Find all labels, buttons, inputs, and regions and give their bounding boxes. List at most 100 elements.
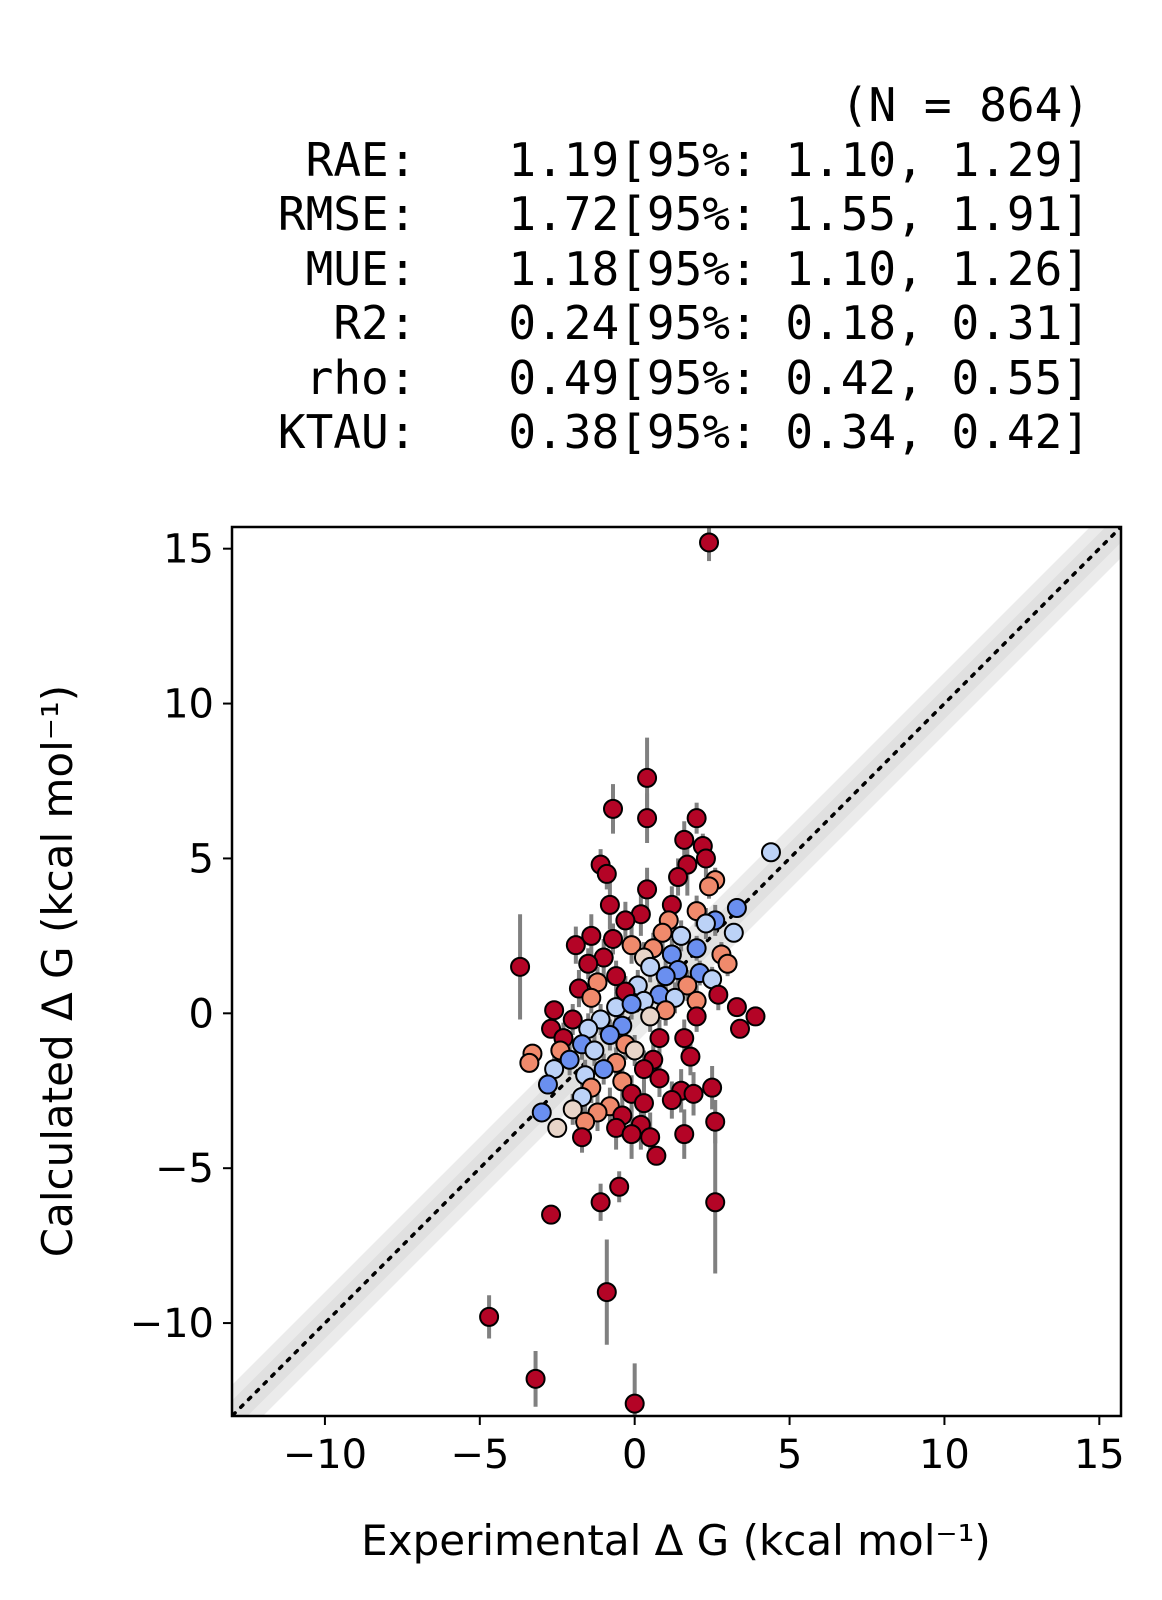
data-point bbox=[723, 922, 744, 943]
axes: −10 −5 0 5 10 15 −10 −5 0 5 10 15 bbox=[130, 527, 1125, 1478]
data-point bbox=[510, 956, 531, 977]
data-point bbox=[633, 1093, 654, 1114]
stat-row-mue: MUE: 1.18 [95%: 1.10, 1.26] bbox=[150, 242, 1090, 297]
stat-ci: [95%: 0.42, 0.55] bbox=[619, 350, 1090, 405]
stat-n-count: (N = 864) bbox=[150, 78, 1090, 133]
data-point bbox=[668, 867, 689, 888]
data-point bbox=[624, 1040, 645, 1061]
x-tick-label: −10 bbox=[283, 1432, 367, 1478]
data-point bbox=[479, 1306, 500, 1327]
data-point bbox=[702, 1077, 723, 1098]
stat-ci: [95%: 1.10, 1.26] bbox=[619, 241, 1090, 296]
data-point bbox=[686, 1006, 707, 1027]
stat-ci: [95%: 1.55, 1.91] bbox=[619, 187, 1090, 241]
data-point bbox=[649, 1028, 670, 1049]
data-point bbox=[603, 928, 623, 949]
stat-label: R2: bbox=[333, 296, 417, 350]
data-point bbox=[531, 1102, 552, 1123]
n-label: (N = 864) bbox=[840, 78, 1090, 132]
data-point bbox=[699, 532, 720, 553]
statistics-panel: (N = 864) RAE: 1.19 [95%: 1.10, 1.29] RMS… bbox=[150, 78, 1090, 460]
data-point bbox=[596, 863, 617, 884]
stat-value: 0.38 bbox=[508, 405, 620, 459]
data-point bbox=[593, 1059, 614, 1080]
data-point bbox=[637, 879, 658, 900]
y-tick-label: 0 bbox=[189, 991, 214, 1037]
data-point bbox=[584, 1040, 605, 1061]
data-point bbox=[686, 938, 707, 959]
data-point bbox=[603, 798, 623, 819]
stat-ci: [95%: 0.34, 0.42] bbox=[619, 405, 1090, 459]
stat-row-rho: rho: 0.49 [95%: 0.42, 0.55] bbox=[150, 351, 1090, 406]
data-point bbox=[646, 1145, 667, 1166]
data-point bbox=[640, 956, 661, 977]
y-tick-label: −10 bbox=[130, 1301, 214, 1347]
stat-value: 1.19 bbox=[508, 132, 620, 187]
data-point bbox=[730, 1018, 750, 1039]
data-point bbox=[695, 913, 716, 934]
plot-area bbox=[232, 527, 1121, 1416]
data-point bbox=[519, 1052, 540, 1073]
y-tick-label: −5 bbox=[155, 1146, 214, 1192]
data-point bbox=[677, 975, 698, 996]
data-point bbox=[745, 1006, 766, 1027]
y-tick-label: 15 bbox=[163, 527, 214, 573]
data-point bbox=[547, 1117, 568, 1138]
data-point bbox=[596, 1282, 617, 1303]
stat-value: 1.72 bbox=[508, 187, 620, 241]
y-tick-label: 5 bbox=[189, 836, 214, 882]
x-tick-label: 5 bbox=[777, 1432, 802, 1478]
stat-ci: [95%: 0.18, 0.31] bbox=[619, 296, 1090, 350]
data-point bbox=[705, 1111, 726, 1132]
data-point bbox=[578, 953, 599, 974]
data-point bbox=[760, 842, 781, 863]
x-tick-label: 0 bbox=[622, 1432, 647, 1478]
data-point bbox=[671, 925, 692, 946]
data-point bbox=[674, 1028, 695, 1049]
data-point bbox=[562, 1099, 583, 1120]
data-point bbox=[637, 808, 658, 829]
y-axis-label: Calculated Δ G (kcal mol⁻¹) bbox=[33, 685, 82, 1257]
data-point bbox=[652, 922, 673, 943]
data-point bbox=[621, 994, 642, 1015]
data-point bbox=[609, 1176, 630, 1197]
data-point bbox=[599, 894, 620, 915]
stat-label: rho: bbox=[305, 350, 417, 405]
y-tick-label: 10 bbox=[163, 682, 214, 728]
data-point bbox=[726, 898, 747, 918]
stat-row-rae: RAE: 1.19 [95%: 1.10, 1.29] bbox=[150, 133, 1090, 188]
data-point bbox=[674, 1124, 695, 1145]
data-point bbox=[615, 910, 636, 931]
data-point bbox=[581, 987, 602, 1008]
data-point bbox=[705, 1192, 726, 1213]
stat-row-rmse: RMSE: 1.72 [95%: 1.55, 1.91] bbox=[150, 187, 1090, 242]
data-point bbox=[726, 997, 747, 1018]
data-point bbox=[640, 1006, 661, 1027]
data-point bbox=[686, 808, 707, 829]
data-point bbox=[717, 953, 738, 974]
data-point bbox=[624, 1393, 645, 1414]
stat-ci: [95%: 1.10, 1.29] bbox=[619, 132, 1090, 187]
data-point bbox=[708, 984, 729, 1005]
x-tick-label: 10 bbox=[919, 1432, 970, 1478]
data-point bbox=[674, 829, 695, 850]
data-point bbox=[572, 1127, 593, 1148]
data-point bbox=[541, 1204, 562, 1225]
stat-value: 1.18 bbox=[508, 241, 620, 296]
data-point bbox=[695, 848, 716, 869]
stat-row-r2: R2: 0.24 [95%: 0.18, 0.31] bbox=[150, 296, 1090, 351]
data-point bbox=[640, 1127, 661, 1148]
data-point bbox=[649, 1068, 670, 1089]
stat-value: 0.49 bbox=[508, 350, 620, 405]
data-point bbox=[590, 1192, 611, 1213]
data-point bbox=[661, 1090, 682, 1111]
data-point bbox=[562, 1009, 583, 1030]
data-point bbox=[621, 1124, 642, 1145]
data-point bbox=[637, 767, 658, 788]
stat-label: MUE: bbox=[305, 241, 417, 296]
stat-label: KTAU: bbox=[277, 405, 417, 459]
data-point bbox=[606, 966, 627, 987]
data-point bbox=[599, 1025, 620, 1045]
data-point bbox=[581, 925, 602, 946]
data-point bbox=[559, 1049, 580, 1070]
